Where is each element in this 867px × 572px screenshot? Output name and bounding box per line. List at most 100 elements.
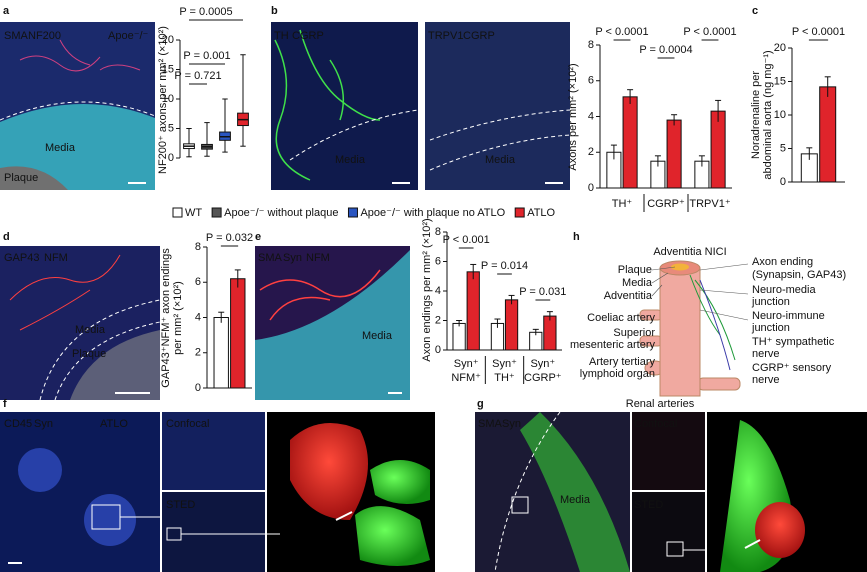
image-label: Media — [362, 330, 393, 342]
p-value: P = 0.032 — [206, 232, 253, 244]
p-value: P = 0.0005 — [179, 6, 232, 18]
image-label: NFM — [44, 252, 68, 264]
panel-letter: d — [3, 231, 10, 243]
diagram-label: TH⁺ sympathetic — [752, 336, 835, 348]
legend-label: Apoe⁻/⁻ without plaque — [224, 207, 338, 219]
y-tick-label: 0 — [195, 382, 201, 394]
image-label: Syn — [283, 252, 302, 264]
y-tick-label: 5 — [780, 142, 786, 154]
p-value: P < 0.0001 — [595, 26, 648, 38]
x-tick-label: TH⁺ — [612, 198, 633, 210]
y-tick-label: 2 — [435, 314, 441, 326]
diagram-label: nerve — [752, 348, 780, 360]
legend-label: WT — [185, 207, 202, 219]
diagram-label: Axon ending — [752, 256, 813, 268]
image-label: SMA — [4, 30, 29, 42]
image-label: CGRP — [463, 30, 495, 42]
image-label: Media — [75, 324, 106, 336]
image-label: STED — [634, 499, 663, 511]
image-label: Media — [485, 154, 516, 166]
bar — [666, 119, 682, 189]
image-label: SMA — [258, 252, 283, 264]
y-tick-label: 2 — [195, 347, 201, 359]
image-label: Confocal — [634, 418, 677, 430]
y-axis-label: per mm² (×10²) — [172, 281, 184, 355]
legend-swatch — [514, 207, 525, 218]
y-tick-label: 8 — [195, 241, 201, 253]
image-label: Apoe⁻/⁻ — [108, 30, 149, 42]
image-label: Media — [335, 154, 366, 166]
y-tick-label: 8 — [588, 39, 594, 51]
panel-letter: f — [3, 398, 7, 410]
bar — [230, 278, 246, 389]
y-tick-label: 8 — [435, 226, 441, 238]
y-tick-label: 20 — [162, 34, 174, 46]
p-value: P = 0.0004 — [639, 44, 692, 56]
diagram-label: Coeliac artery — [587, 312, 655, 324]
image-label: CGRP — [292, 30, 324, 42]
y-tick-label: 10 — [774, 109, 786, 121]
y-tick-label: 0 — [435, 344, 441, 356]
p-value: P = 0.031 — [519, 286, 566, 298]
diagram-label: nerve — [752, 374, 780, 386]
bar — [622, 96, 638, 189]
panel-letter: g — [477, 398, 484, 410]
bar — [819, 86, 837, 183]
diagram-label: Neuro-media — [752, 284, 816, 296]
y-axis-label: NF200⁺ axons per mm² (×10²) — [157, 26, 169, 174]
y-tick-label: 10 — [162, 93, 174, 105]
y-tick-label: 5 — [168, 122, 174, 134]
panel-letter: b — [271, 5, 278, 17]
image-label: GAP43 — [4, 252, 39, 264]
p-value: P < 0.001 — [443, 234, 490, 246]
x-tick-label: TRPV1⁺ — [689, 198, 730, 210]
y-tick-label: 20 — [774, 42, 786, 54]
legend-label: ATLO — [527, 207, 555, 219]
bar — [710, 110, 726, 189]
diagram-label: junction — [751, 322, 790, 334]
y-tick-label: 4 — [435, 285, 441, 297]
diagram-label: Adventitia — [604, 290, 653, 302]
y-axis-label: Axons per mm² (×10²) — [567, 63, 579, 170]
micrograph-f — [0, 412, 435, 572]
y-tick-label: 15 — [162, 63, 174, 75]
p-value: P = 0.721 — [174, 70, 221, 82]
image-label: Syn — [502, 418, 521, 430]
image-label: NF200 — [28, 30, 61, 42]
p-value: P < 0.0001 — [683, 26, 736, 38]
image-label: Media — [45, 142, 76, 154]
y-tick-label: 2 — [588, 146, 594, 158]
diagram-label: Artery tertiary — [589, 356, 656, 368]
diagram-label: Neuro-immune — [752, 310, 825, 322]
micrograph-b-right — [425, 22, 571, 190]
image-label: Syn — [34, 418, 53, 430]
panel-letter: c — [752, 5, 758, 17]
y-tick-label: 0 — [588, 182, 594, 194]
image-label: NFM — [306, 252, 330, 264]
y-tick-label: 0 — [168, 152, 174, 164]
panel-letter: e — [255, 231, 261, 243]
y-tick-label: 6 — [195, 276, 201, 288]
image-label: STED — [166, 499, 195, 511]
x-tick-label: CGRP⁺ — [524, 372, 562, 384]
diagram-title: Adventitia NICI — [653, 246, 726, 258]
diagram-label: junction — [751, 296, 790, 308]
diagram-label: CGRP⁺ sensory — [752, 362, 832, 374]
micrograph-e — [255, 246, 410, 400]
x-tick-label: Syn⁺ — [492, 358, 517, 370]
image-label: Plaque — [4, 172, 38, 184]
micrograph-a — [0, 22, 156, 190]
micrograph-b-left — [271, 22, 419, 190]
y-axis-label: GAP43⁺NFM⁺ axon endings — [160, 248, 172, 388]
diagram-label: mesenteric artery — [570, 339, 655, 351]
image-label: SMA — [478, 418, 503, 430]
y-tick-label: 6 — [435, 255, 441, 267]
image-label: ATLO — [100, 418, 128, 430]
legend-label: Apoe⁻/⁻ with plaque no ATLO — [360, 207, 505, 219]
p-value: P = 0.014 — [481, 260, 528, 272]
panel-letter: h — [573, 231, 580, 243]
x-tick-label: Syn⁺ — [530, 358, 555, 370]
image-label: Media — [560, 494, 591, 506]
bar — [213, 317, 229, 389]
